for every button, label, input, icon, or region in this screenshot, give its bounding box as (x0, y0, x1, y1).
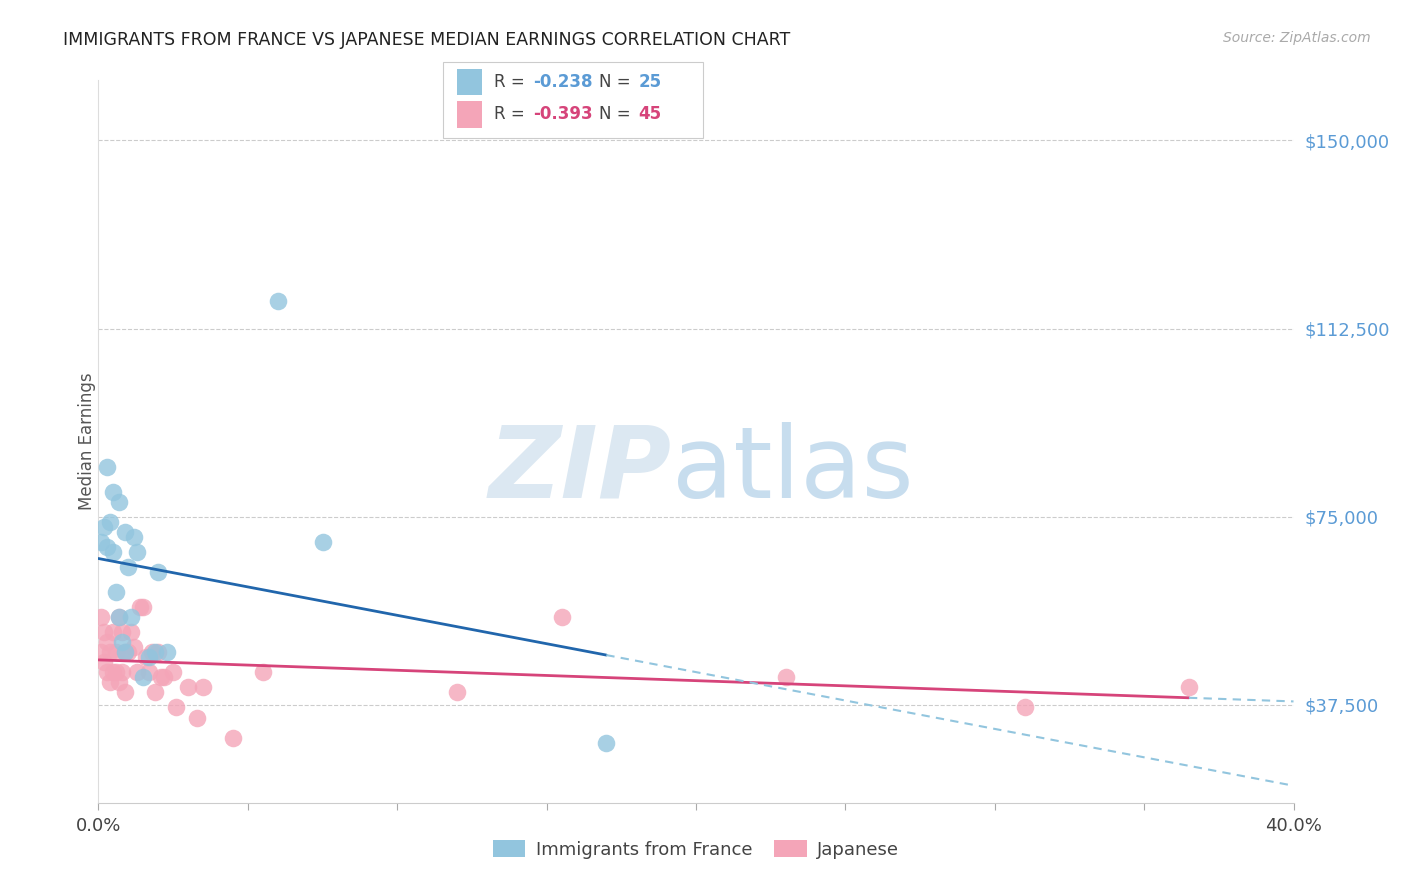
Point (138, 650, 160, 665)
Text: ZIP: ZIP (489, 422, 672, 519)
Point (1178, 681, 1201, 695)
Point (550, 610, 572, 624)
Point (143, 645, 166, 659)
Text: -0.238: -0.238 (533, 73, 592, 91)
Point (111, 665, 134, 680)
Point (446, 685, 468, 699)
Point (117, 645, 139, 659)
Point (117, 560, 139, 574)
Point (120, 625, 142, 640)
Point (156, 645, 179, 659)
Point (141, 645, 163, 659)
Point (252, 665, 274, 680)
Text: Source: ZipAtlas.com: Source: ZipAtlas.com (1223, 31, 1371, 45)
Text: 25: 25 (638, 73, 661, 91)
Text: -0.393: -0.393 (533, 105, 592, 123)
Point (105, 645, 128, 659)
Point (96, 540, 118, 554)
Point (105, 585, 128, 599)
Point (114, 645, 136, 659)
Point (132, 670, 155, 684)
Point (191, 681, 214, 695)
Point (98, 515, 122, 529)
Point (90, 610, 112, 624)
Text: N =: N = (599, 73, 636, 91)
Point (108, 610, 131, 624)
Point (138, 665, 160, 680)
Point (90, 534, 112, 549)
Y-axis label: Median Earnings: Median Earnings (79, 373, 96, 510)
Point (120, 610, 142, 624)
Point (129, 600, 152, 615)
Point (127, 545, 149, 559)
Point (93, 655, 115, 669)
Point (267, 293, 290, 308)
Point (132, 600, 155, 615)
Point (186, 710, 208, 724)
Point (103, 545, 125, 559)
Text: atlas: atlas (672, 422, 914, 519)
Point (165, 700, 187, 714)
Point (124, 640, 146, 655)
Text: 45: 45 (638, 105, 661, 123)
Point (108, 494, 131, 508)
Point (98, 645, 122, 659)
Text: N =: N = (599, 105, 636, 123)
Point (1014, 700, 1036, 714)
Point (127, 665, 149, 680)
Point (148, 645, 170, 659)
Text: R =: R = (494, 105, 530, 123)
Point (103, 665, 125, 680)
Point (96, 635, 118, 649)
Point (153, 670, 176, 684)
Point (108, 675, 131, 690)
Point (111, 635, 134, 649)
Point (114, 645, 136, 659)
Point (595, 735, 617, 749)
Point (93, 625, 115, 640)
Point (103, 484, 125, 499)
Point (150, 670, 173, 684)
Point (111, 625, 134, 640)
Point (775, 670, 797, 684)
Point (124, 530, 146, 544)
Point (114, 685, 136, 699)
Text: R =: R = (494, 73, 530, 91)
Point (148, 565, 170, 579)
Text: IMMIGRANTS FROM FRANCE VS JAPANESE MEDIAN EARNINGS CORRELATION CHART: IMMIGRANTS FROM FRANCE VS JAPANESE MEDIA… (63, 31, 790, 49)
Point (90, 645, 112, 659)
Point (105, 665, 128, 680)
Point (135, 650, 157, 665)
Point (222, 731, 245, 745)
Point (96, 665, 118, 680)
Legend: Immigrants from France, Japanese: Immigrants from France, Japanese (485, 833, 907, 866)
Point (103, 625, 125, 640)
Point (143, 685, 166, 699)
Point (98, 675, 122, 690)
Point (177, 681, 200, 695)
Point (162, 665, 184, 680)
Point (96, 459, 118, 474)
Point (311, 534, 333, 549)
Point (108, 610, 131, 624)
Point (93, 520, 115, 534)
Point (114, 524, 136, 539)
